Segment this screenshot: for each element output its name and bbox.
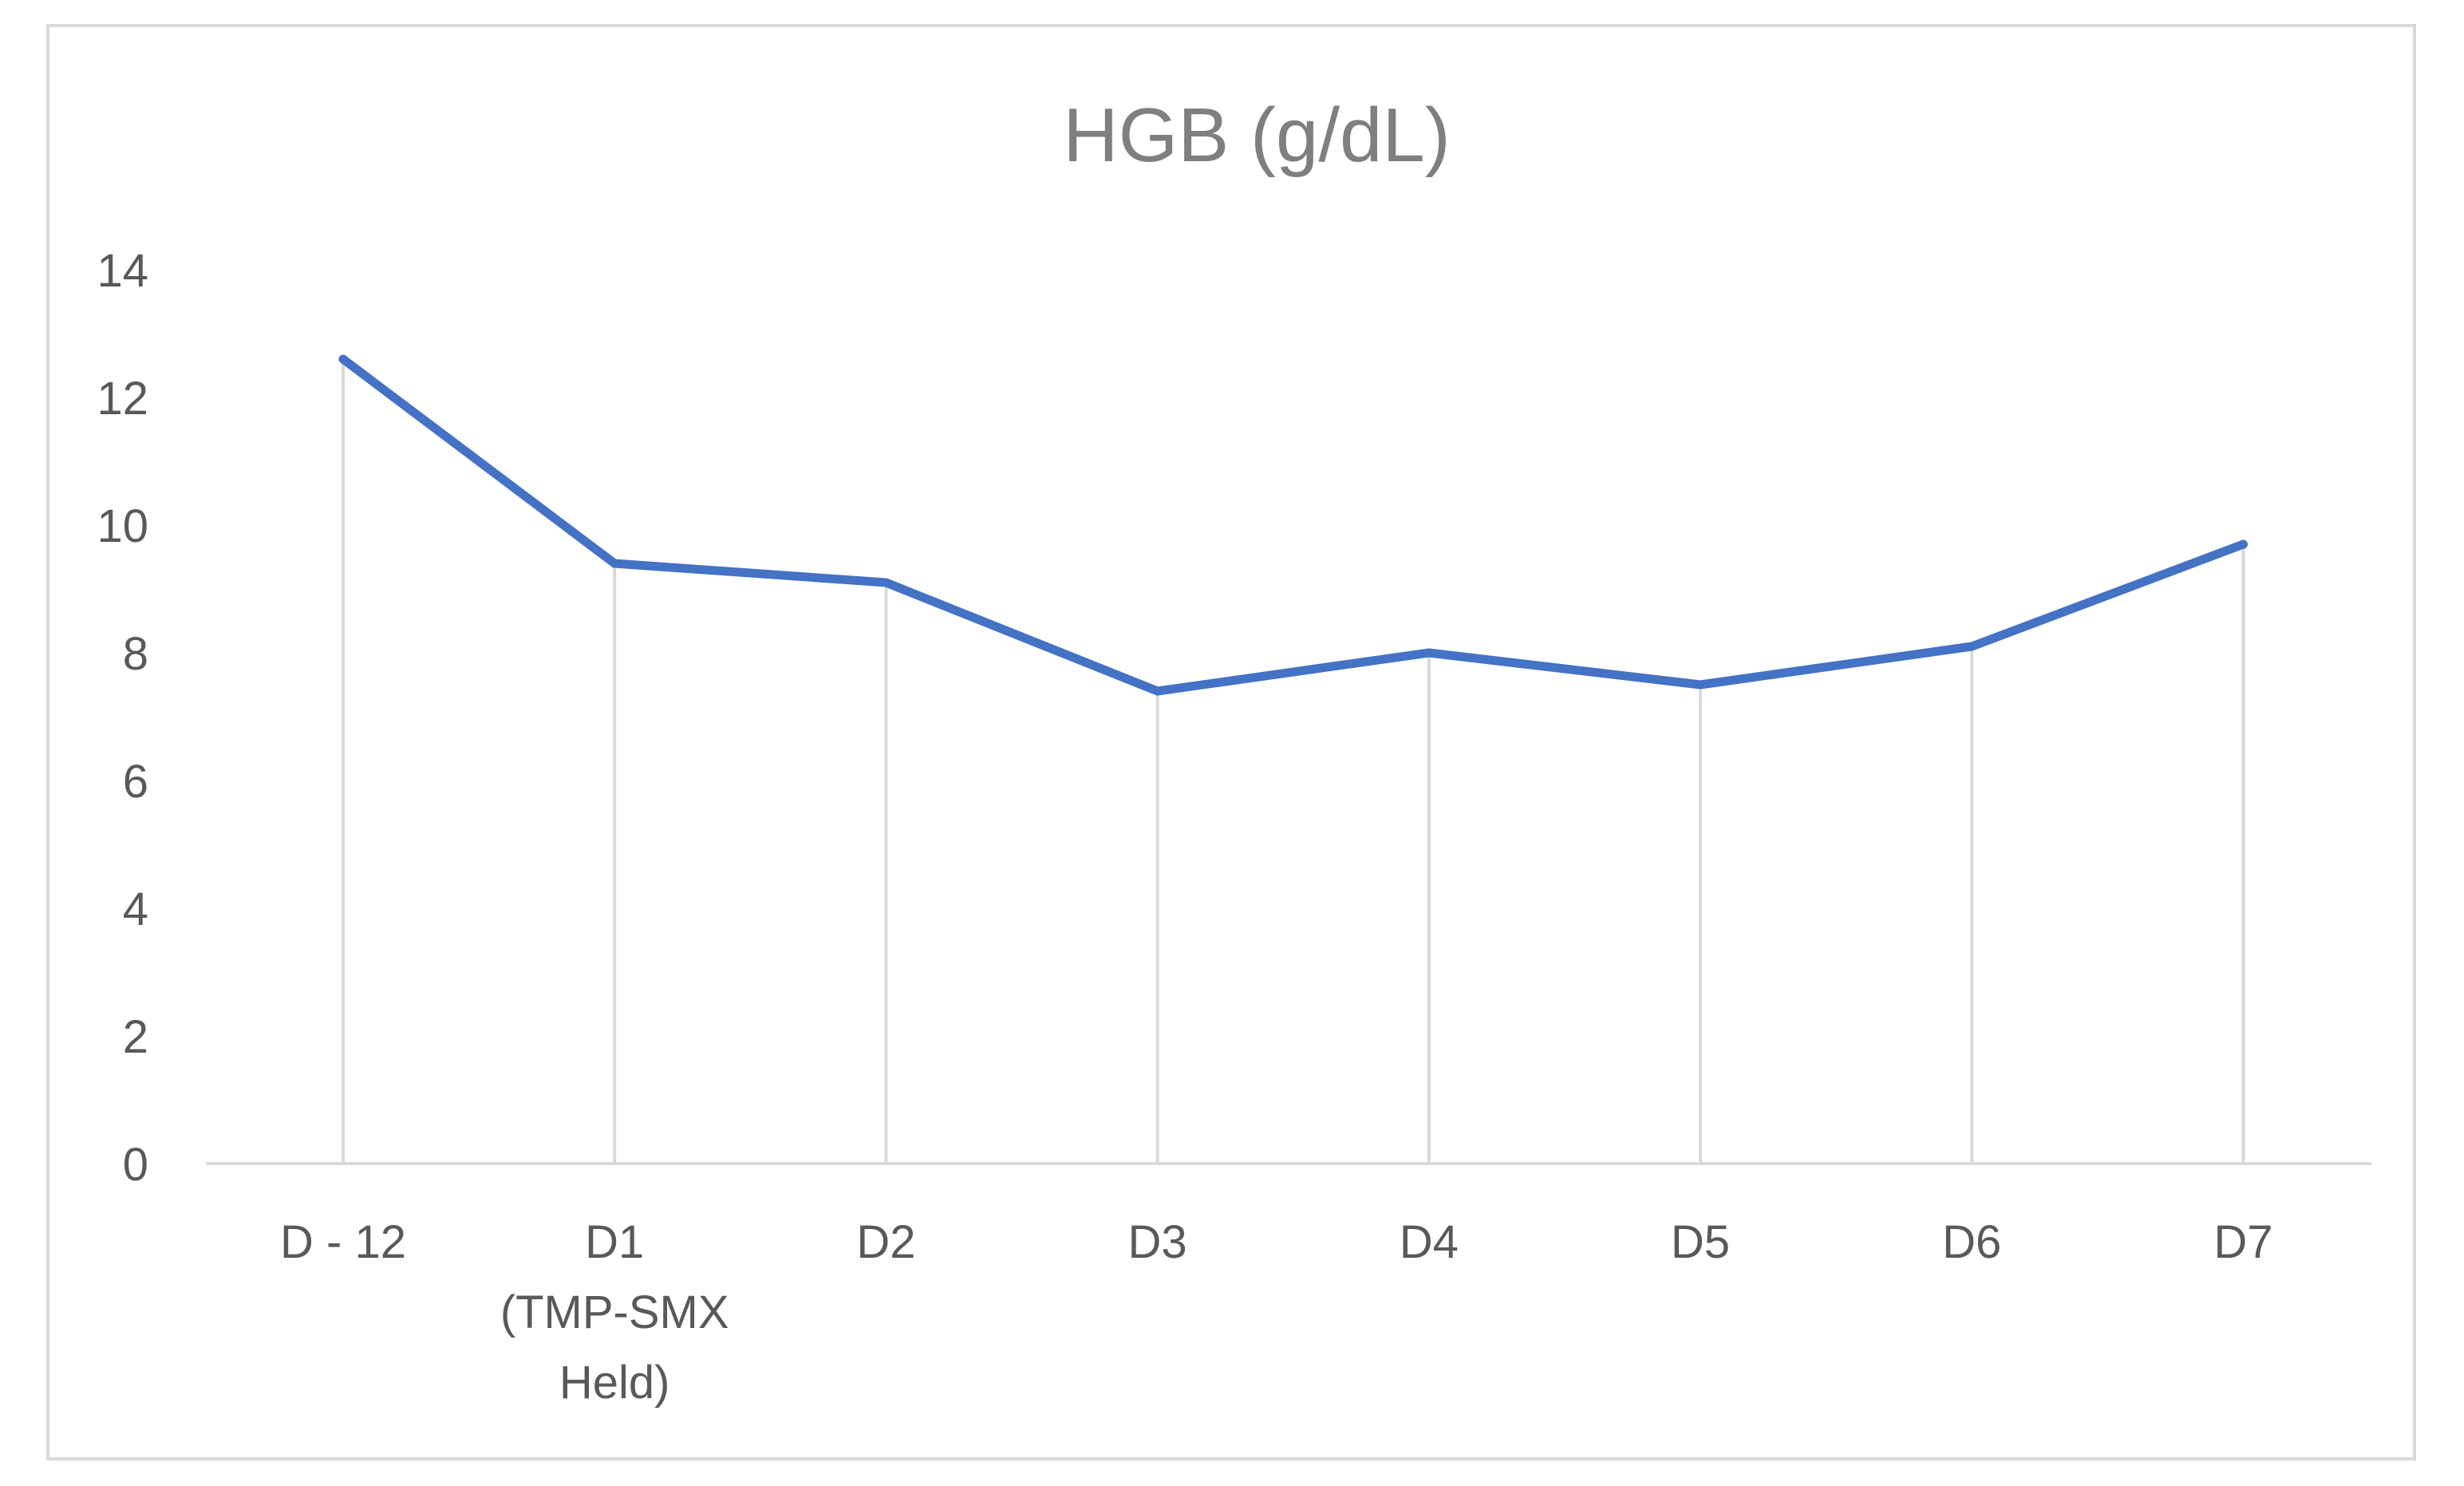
- chart-frame: [46, 24, 2416, 1460]
- hgb-data-point: [1424, 648, 1434, 658]
- x-category-label-line: D7: [2213, 1216, 2272, 1268]
- y-tick-label: 8: [123, 628, 148, 680]
- hgb-data-point: [881, 578, 890, 587]
- x-category-label-line: D - 12: [280, 1216, 406, 1268]
- y-tick-label: 10: [97, 500, 148, 552]
- hgb-data-point: [1696, 680, 1705, 690]
- y-tick-label: 12: [97, 373, 148, 425]
- x-category-label-line: D4: [1400, 1216, 1459, 1268]
- hgb-series-line: [338, 354, 2248, 696]
- x-category-label-line: D1: [585, 1216, 644, 1268]
- x-category-label-line: D2: [856, 1216, 915, 1268]
- hgb-data-point: [1967, 642, 1976, 651]
- x-category-label-line: D3: [1128, 1216, 1187, 1268]
- y-tick-label: 0: [123, 1139, 148, 1191]
- y-tick-label: 4: [123, 883, 148, 935]
- chart-title: HGB (g/dL): [1063, 93, 1450, 178]
- hgb-data-point: [338, 354, 348, 364]
- x-category-label: D4: [1400, 1216, 1459, 1268]
- x-category-label: D7: [2213, 1216, 2272, 1268]
- y-tick-label: 2: [123, 1011, 148, 1063]
- x-category-label-line: D6: [1942, 1216, 2001, 1268]
- label-layer: 0 2 4 6 8 10 12 14 D - 12 D1 (TMP-SMX Held) D2 D3 D4 D5…: [97, 245, 2272, 1409]
- y-tick-label: 6: [123, 756, 148, 808]
- x-category-label-line: D5: [1671, 1216, 1730, 1268]
- hgb-data-point: [2238, 539, 2248, 549]
- hgb-data-point: [1153, 686, 1163, 696]
- x-category-label: D2: [856, 1216, 915, 1268]
- hgb-data-point: [610, 559, 619, 568]
- y-tick-label: 14: [97, 245, 148, 297]
- series-layer: [338, 354, 2248, 696]
- x-category-label-line: (TMP-SMX: [500, 1286, 729, 1338]
- x-category-label: D3: [1128, 1216, 1187, 1268]
- x-category-label: D1 (TMP-SMX Held): [500, 1216, 729, 1409]
- x-category-label: D - 12: [280, 1216, 406, 1268]
- x-category-label: D6: [1942, 1216, 2001, 1268]
- x-category-label-line: Held): [559, 1357, 670, 1409]
- grid-layer: [342, 359, 2245, 1164]
- x-category-label: D5: [1671, 1216, 1730, 1268]
